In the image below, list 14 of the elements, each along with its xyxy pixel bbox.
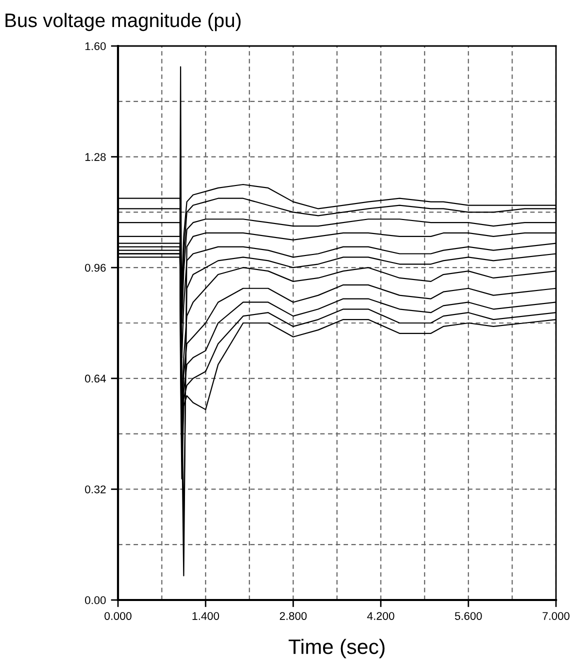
- y-tick-label: 1.28: [85, 153, 106, 161]
- x-axis-title: Time (sec): [288, 638, 385, 658]
- x-tick-label: 5.600: [454, 612, 482, 620]
- x-tick-label: 7.000: [542, 612, 570, 620]
- x-tick-label: 0.000: [104, 612, 132, 620]
- chart-title: Bus voltage magnitude (pu): [6, 12, 241, 32]
- y-tick-label: 0.00: [85, 596, 106, 604]
- x-tick-label: 2.800: [280, 612, 307, 620]
- y-tick-label: 0.64: [85, 374, 106, 383]
- x-tick-label: 1.400: [192, 612, 220, 620]
- x-tick-label: 4.200: [367, 612, 394, 620]
- y-tick-label: 1.60: [85, 42, 106, 50]
- y-tick-label: 0.32: [85, 485, 106, 494]
- y-tick-label: 0.96: [85, 264, 106, 272]
